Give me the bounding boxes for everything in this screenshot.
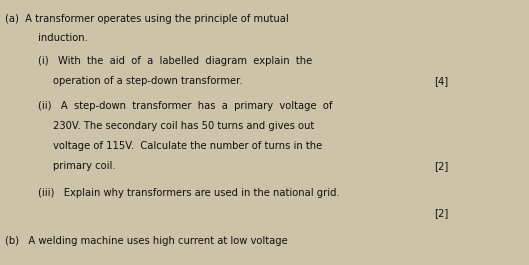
Text: operation of a step-down transformer.: operation of a step-down transformer. (53, 76, 242, 86)
Text: induction.: induction. (38, 33, 88, 43)
Text: 230V. The secondary coil has 50 turns and gives out: 230V. The secondary coil has 50 turns an… (53, 121, 314, 131)
Text: [2]: [2] (434, 161, 448, 171)
Text: (b)   A welding machine uses high current at low voltage: (b) A welding machine uses high current … (5, 236, 288, 246)
Text: primary coil.: primary coil. (53, 161, 115, 171)
Text: voltage of 115V.  Calculate the number of turns in the: voltage of 115V. Calculate the number of… (53, 141, 322, 151)
Text: (ii)   A  step-down  transformer  has  a  primary  voltage  of: (ii) A step-down transformer has a prima… (38, 101, 333, 111)
Text: [4]: [4] (434, 76, 448, 86)
Text: (a)  A transformer operates using the principle of mutual: (a) A transformer operates using the pri… (5, 14, 289, 24)
Text: (i)   With  the  aid  of  a  labelled  diagram  explain  the: (i) With the aid of a labelled diagram e… (38, 56, 312, 66)
Text: (iii)   Explain why transformers are used in the national grid.: (iii) Explain why transformers are used … (38, 188, 340, 198)
Text: [2]: [2] (434, 208, 448, 218)
